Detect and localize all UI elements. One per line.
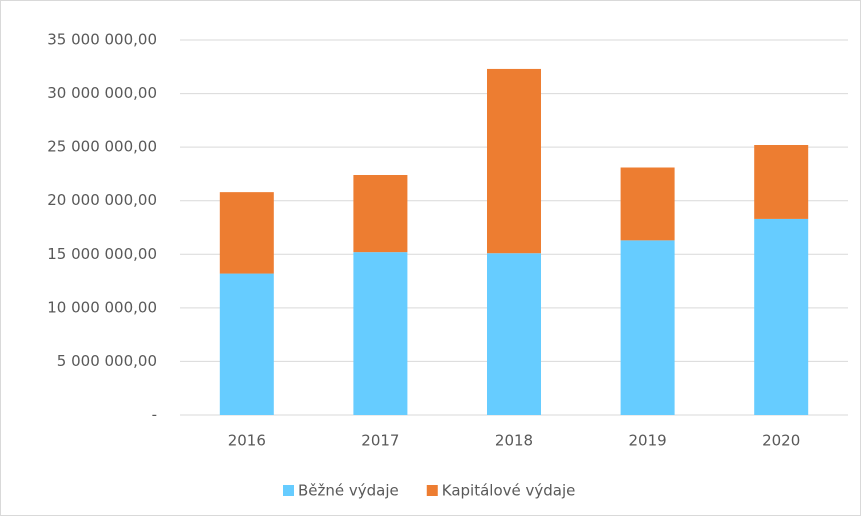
x-tick-label: 2017	[361, 432, 399, 450]
x-tick-label: 2020	[762, 432, 800, 450]
bar-segment	[219, 273, 274, 415]
x-tick-label: 2016	[228, 432, 266, 450]
y-tick-label: 15 000 000,00	[47, 245, 157, 263]
bar-segment	[487, 253, 541, 415]
x-tick-label: 2018	[495, 432, 533, 450]
y-tick-label: 10 000 000,00	[47, 298, 157, 316]
y-tick-label: 20 000 000,00	[47, 191, 157, 209]
bar-segment	[754, 145, 809, 219]
y-tick-label: 35 000 000,00	[47, 31, 157, 49]
bar-segment	[620, 167, 675, 241]
legend-swatch	[426, 485, 438, 496]
y-tick-label: -	[152, 406, 157, 424]
legend-label: Běžné výdaje	[298, 482, 399, 500]
bar-segment	[487, 68, 541, 254]
x-tick-label: 2019	[629, 432, 667, 450]
bar-segment	[353, 175, 408, 253]
y-tick-label: 5 000 000,00	[57, 352, 157, 370]
bar-segment	[219, 192, 274, 274]
bar-segment	[754, 218, 809, 415]
y-tick-label: 30 000 000,00	[47, 84, 157, 102]
legend-swatch	[283, 485, 294, 496]
bar-segment	[620, 240, 675, 415]
y-tick-label: 25 000 000,00	[47, 138, 157, 156]
legend-label: Kapitálové výdaje	[442, 482, 576, 500]
bar-segment	[353, 252, 408, 415]
